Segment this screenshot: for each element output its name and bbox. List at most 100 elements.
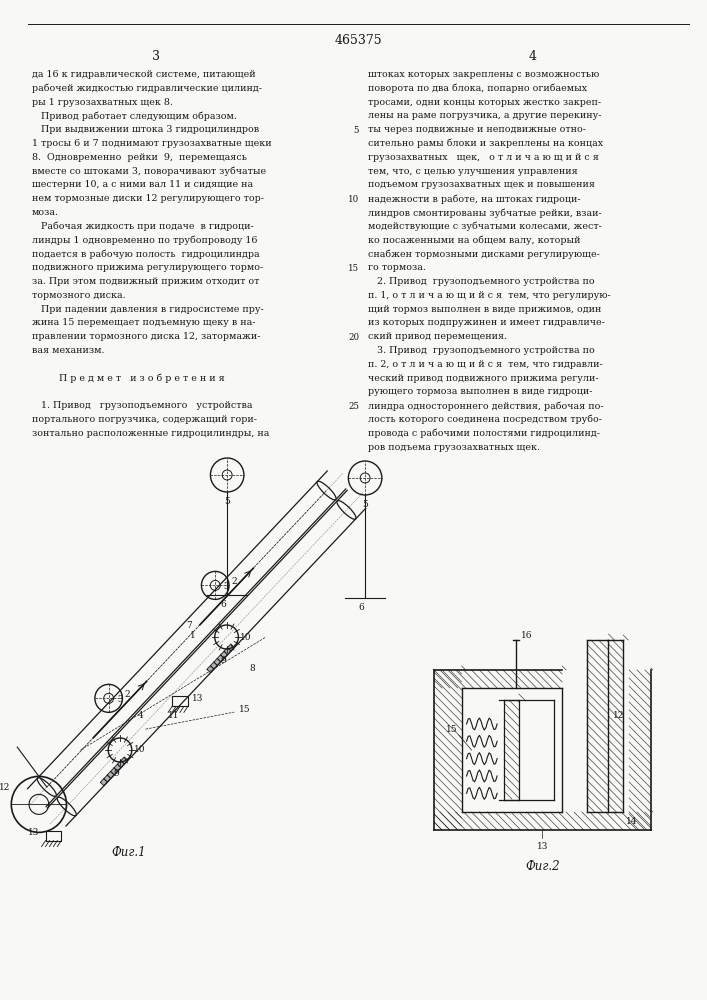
Text: 20: 20 (348, 333, 359, 342)
Text: Фиг.2: Фиг.2 (525, 860, 560, 873)
Text: 10: 10 (134, 745, 146, 754)
Text: п. 2, о т л и ч а ю щ и й с я  тем, что гидравли-: п. 2, о т л и ч а ю щ и й с я тем, что г… (368, 360, 603, 369)
Text: 5: 5 (362, 500, 368, 509)
Text: 10: 10 (348, 195, 359, 204)
Text: 10: 10 (240, 633, 252, 642)
Text: 3. Привод  грузоподъемного устройства по: 3. Привод грузоподъемного устройства по (368, 346, 595, 355)
Text: моза.: моза. (32, 208, 59, 217)
Text: 2: 2 (231, 577, 237, 586)
Polygon shape (100, 779, 107, 786)
Text: 7: 7 (186, 621, 192, 630)
Text: 465375: 465375 (334, 33, 382, 46)
Text: зонтально расположенные гидроцилиндры, на: зонтально расположенные гидроцилиндры, н… (32, 429, 269, 438)
Text: П р е д м е т   и з о б р е т е н и я: П р е д м е т и з о б р е т е н и я (32, 374, 225, 383)
Text: 1. Привод   грузоподъемного   устройства: 1. Привод грузоподъемного устройства (32, 401, 252, 410)
Text: 3: 3 (224, 582, 230, 591)
Text: Рабочая жидкость при подаче  в гидроци-: Рабочая жидкость при подаче в гидроци- (32, 222, 254, 231)
Text: 11: 11 (168, 711, 179, 720)
Text: провода с рабочими полостями гидроцилинд-: провода с рабочими полостями гидроцилинд… (368, 429, 600, 438)
Text: надежности в работе, на штоках гидроци-: надежности в работе, на штоках гидроци- (368, 194, 580, 204)
Text: линдры 1 одновременно по трубопроводу 16: линдры 1 одновременно по трубопроводу 16 (32, 236, 257, 245)
Text: го тормоза.: го тормоза. (368, 263, 426, 272)
Text: Привод работает следующим образом.: Привод работает следующим образом. (32, 111, 237, 121)
Text: Фиг.1: Фиг.1 (111, 846, 146, 858)
Text: модействующие с зубчатыми колесами, жест-: модействующие с зубчатыми колесами, жест… (368, 222, 602, 231)
Text: 25: 25 (348, 402, 359, 411)
Text: жина 15 перемещает подъемную щеку в на-: жина 15 перемещает подъемную щеку в на- (32, 318, 256, 327)
Text: 4: 4 (137, 711, 143, 720)
Text: тем, что, с целью улучшения управления: тем, что, с целью улучшения управления (368, 167, 578, 176)
Text: 1 тросы 6 и 7 поднимают грузозахватные щеки: 1 тросы 6 и 7 поднимают грузозахватные щ… (32, 139, 271, 148)
Text: нем тормозные диски 12 регулирующего тор-: нем тормозные диски 12 регулирующего тор… (32, 194, 264, 203)
Text: ко посаженными на общем валу, который: ко посаженными на общем валу, который (368, 236, 580, 245)
Polygon shape (211, 662, 217, 669)
Text: рующего тормоза выполнен в виде гидроци-: рующего тормоза выполнен в виде гидроци- (368, 387, 592, 396)
Text: п. 1, о т л и ч а ю щ и й с я  тем, что регулирую-: п. 1, о т л и ч а ю щ и й с я тем, что р… (368, 291, 611, 300)
Text: подвижного прижима регулирующего тормо-: подвижного прижима регулирующего тормо- (32, 263, 263, 272)
Text: 2. Привод  грузоподъемного устройства по: 2. Привод грузоподъемного устройства по (368, 277, 595, 286)
Text: правлении тормозного диска 12, затормажи-: правлении тормозного диска 12, затормажи… (32, 332, 261, 341)
Text: 3: 3 (152, 49, 160, 62)
Polygon shape (221, 651, 228, 658)
Text: 5: 5 (354, 126, 359, 135)
Text: поворота по два блока, попарно огибаемых: поворота по два блока, попарно огибаемых (368, 84, 588, 93)
Text: 15: 15 (239, 705, 251, 714)
Text: тросами, одни концы которых жестко закреп-: тросами, одни концы которых жестко закре… (368, 98, 601, 107)
Text: 5: 5 (224, 497, 230, 506)
Text: тормозного диска.: тормозного диска. (32, 291, 126, 300)
Text: 4: 4 (529, 49, 537, 62)
Text: 16: 16 (521, 631, 532, 640)
Text: грузозахватных   щек,   о т л и ч а ю щ и й с я: грузозахватных щек, о т л и ч а ю щ и й … (368, 153, 599, 162)
Text: 13: 13 (28, 828, 40, 837)
Polygon shape (104, 775, 111, 782)
Text: При падении давления в гидросистеме пру-: При падении давления в гидросистеме пру- (32, 305, 264, 314)
Polygon shape (114, 764, 121, 771)
Text: 8: 8 (250, 664, 255, 673)
Text: снабжен тормозными дисками регулирующе-: снабжен тормозными дисками регулирующе- (368, 249, 600, 259)
Polygon shape (217, 655, 224, 662)
Text: 3: 3 (117, 695, 123, 704)
Text: да 16 к гидравлической системе, питающей: да 16 к гидравлической системе, питающей (32, 70, 256, 79)
Text: вая механизм.: вая механизм. (32, 346, 105, 355)
Text: линдров смонтированы зубчатые рейки, взаи-: линдров смонтированы зубчатые рейки, вза… (368, 208, 602, 218)
Polygon shape (117, 761, 124, 768)
Text: ры 1 грузозахватных щек 8.: ры 1 грузозахватных щек 8. (32, 98, 173, 107)
Text: 15: 15 (446, 726, 457, 734)
Polygon shape (107, 771, 115, 778)
Text: из которых подпружинен и имеет гидравличе-: из которых подпружинен и имеет гидравлич… (368, 318, 605, 327)
Text: 12: 12 (0, 783, 10, 792)
Text: 15: 15 (348, 264, 359, 273)
Text: подается в рабочую полость  гидроцилиндра: подается в рабочую полость гидроцилиндра (32, 249, 259, 259)
Text: портального погрузчика, содержащий гори-: портального погрузчика, содержащий гори- (32, 415, 257, 424)
Text: за. При этом подвижный прижим отходит от: за. При этом подвижный прижим отходит от (32, 277, 259, 286)
Text: рабочей жидкостью гидравлические цилинд-: рабочей жидкостью гидравлические цилинд- (32, 84, 262, 93)
Text: 1: 1 (190, 631, 196, 640)
Polygon shape (228, 644, 235, 651)
Polygon shape (214, 658, 221, 666)
Text: сительно рамы блоки и закреплены на концах: сительно рамы блоки и закреплены на конц… (368, 139, 603, 148)
Text: При выдвижении штока 3 гидроцилиндров: При выдвижении штока 3 гидроцилиндров (32, 125, 259, 134)
Text: шестерни 10, а с ними вал 11 и сидящие на: шестерни 10, а с ними вал 11 и сидящие н… (32, 180, 253, 189)
Text: ский привод перемещения.: ский привод перемещения. (368, 332, 507, 341)
Text: 14: 14 (626, 817, 638, 826)
Text: 13: 13 (192, 694, 203, 703)
Text: 13: 13 (537, 842, 548, 851)
Text: ты через подвижные и неподвижные отно-: ты через подвижные и неподвижные отно- (368, 125, 586, 134)
Text: 9: 9 (114, 769, 119, 778)
Polygon shape (121, 757, 128, 764)
Text: 9: 9 (221, 656, 226, 665)
Text: штоках которых закреплены с возможностью: штоках которых закреплены с возможностью (368, 70, 600, 79)
Text: линдра одностороннего действия, рабочая по-: линдра одностороннего действия, рабочая … (368, 401, 604, 411)
Text: 8.  Одновременно  рейки  9,  перемещаясь: 8. Одновременно рейки 9, перемещаясь (32, 153, 247, 162)
Text: щий тормоз выполнен в виде прижимов, один: щий тормоз выполнен в виде прижимов, оди… (368, 305, 602, 314)
Text: 6: 6 (221, 600, 226, 609)
Text: вместе со штоками 3, поворачивают зубчатые: вместе со штоками 3, поворачивают зубчат… (32, 167, 267, 176)
Text: лость которого соединена посредством трубо-: лость которого соединена посредством тру… (368, 415, 602, 424)
Polygon shape (111, 768, 117, 775)
Text: 6: 6 (358, 603, 364, 612)
Polygon shape (224, 648, 231, 655)
Text: ческий привод подвижного прижима регули-: ческий привод подвижного прижима регули- (368, 374, 599, 383)
Text: подъемом грузозахватных щек и повышения: подъемом грузозахватных щек и повышения (368, 180, 595, 189)
Text: 12: 12 (614, 712, 625, 720)
Text: ров подъема грузозахватных щек.: ров подъема грузозахватных щек. (368, 443, 540, 452)
